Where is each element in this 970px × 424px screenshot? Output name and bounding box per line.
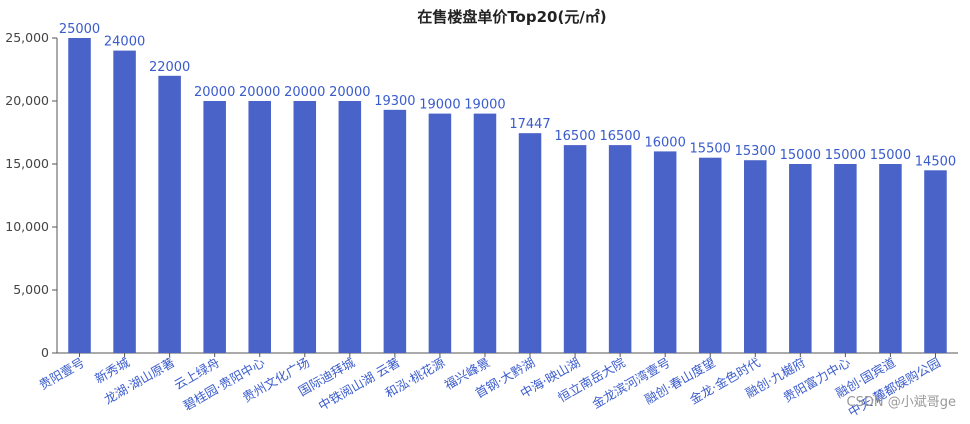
bar xyxy=(834,164,857,353)
bar xyxy=(653,151,677,353)
data-label: 14500 xyxy=(915,154,956,169)
bar xyxy=(924,170,947,353)
y-tick-label: 15,000 xyxy=(5,156,49,171)
data-label: 15000 xyxy=(780,148,821,163)
data-label: 16500 xyxy=(554,129,595,144)
bar xyxy=(473,113,497,353)
data-label: 25000 xyxy=(59,22,100,37)
bar xyxy=(338,101,362,353)
y-axis: 0 5,000 10,000 15,000 20,000 25,000 xyxy=(5,30,58,360)
data-label: 15000 xyxy=(825,148,866,163)
y-tick-label: 20,000 xyxy=(5,93,49,108)
y-tick-label: 0 xyxy=(41,345,49,360)
data-label: 15300 xyxy=(735,144,776,159)
bar xyxy=(608,145,632,353)
bar xyxy=(744,160,767,353)
data-label: 19300 xyxy=(374,94,415,109)
data-label: 19000 xyxy=(464,98,505,113)
data-label: 20000 xyxy=(329,85,370,100)
bar xyxy=(518,133,542,353)
bar xyxy=(68,38,91,353)
data-label: 19000 xyxy=(419,98,460,113)
data-label: 15000 xyxy=(870,148,911,163)
x-tick-label: 贵阳壹号 xyxy=(36,355,87,393)
data-label: 20000 xyxy=(284,85,325,100)
y-tick-label: 5,000 xyxy=(13,282,49,297)
y-tick-label: 25,000 xyxy=(5,30,49,45)
bar xyxy=(428,113,452,353)
bar xyxy=(789,164,812,353)
bar xyxy=(113,50,136,353)
data-label: 15500 xyxy=(690,142,731,157)
bar xyxy=(383,109,407,353)
data-label: 20000 xyxy=(239,85,280,100)
bar xyxy=(563,145,587,353)
data-label: 16000 xyxy=(644,135,685,150)
bar-series xyxy=(68,38,947,354)
data-label: 22000 xyxy=(149,60,190,75)
bar xyxy=(698,157,722,353)
data-label: 16500 xyxy=(599,129,640,144)
bar xyxy=(158,75,181,354)
bar xyxy=(248,101,271,353)
y-tick-label: 10,000 xyxy=(5,219,49,234)
bar xyxy=(879,164,902,353)
bar xyxy=(293,101,317,353)
watermark: CSDN @小斌哥ge xyxy=(846,395,956,410)
data-label: 24000 xyxy=(104,35,145,50)
data-label: 17447 xyxy=(509,117,550,132)
bar xyxy=(203,101,226,353)
x-axis: 贵阳壹号 新秀城龙湖·湖山原著云上绿舟碧桂园·贵阳中心贵州文化广场国际迪拜城中铁阅… xyxy=(36,352,958,420)
data-labels: 25000 24000 22000 20000 20000 20000 20000 19300… xyxy=(59,22,956,169)
data-label: 20000 xyxy=(194,85,235,100)
chart-title: 在售楼盘单价Top20(元/㎡) xyxy=(417,8,606,26)
